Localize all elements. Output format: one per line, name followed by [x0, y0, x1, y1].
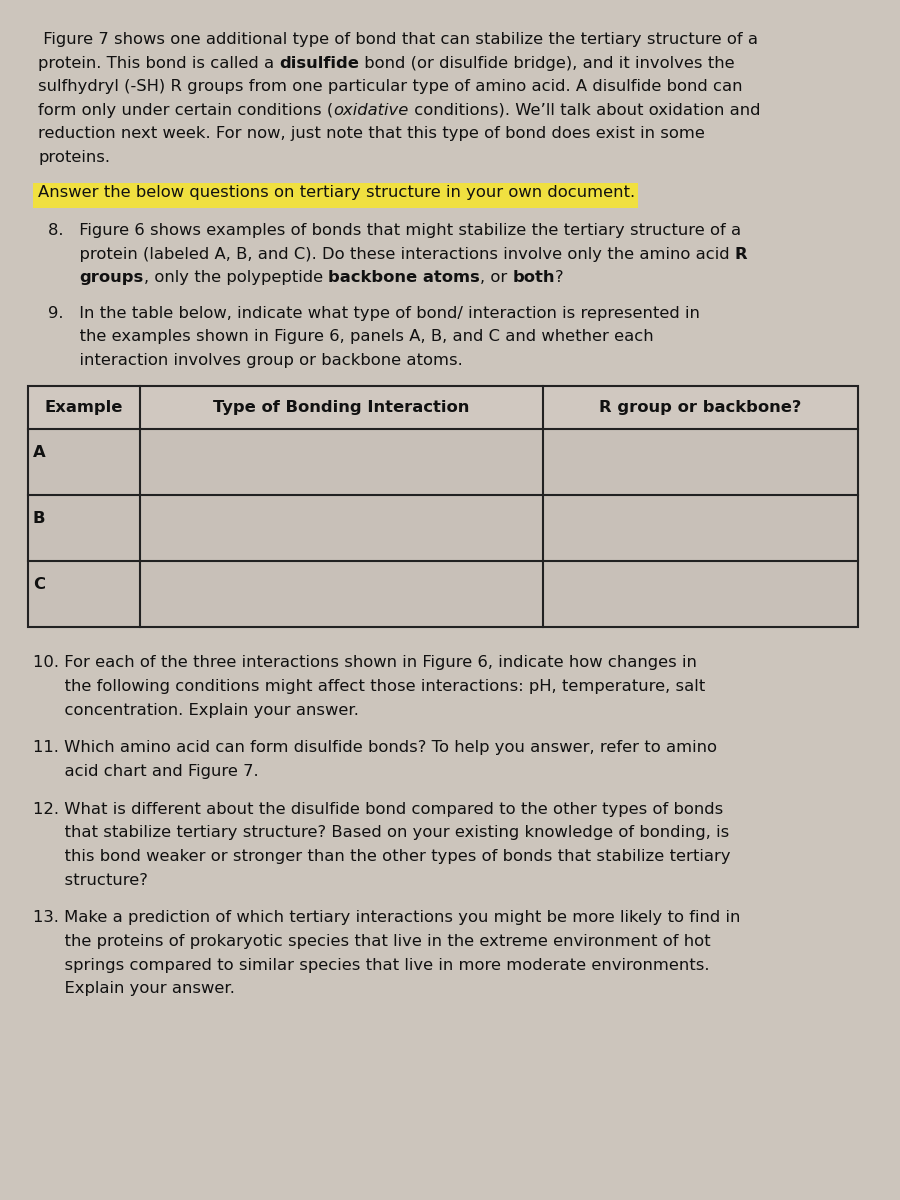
Text: Type of Bonding Interaction: Type of Bonding Interaction: [213, 400, 470, 415]
Text: interaction involves group or backbone atoms.: interaction involves group or backbone a…: [48, 353, 463, 368]
Text: the proteins of prokaryotic species that live in the extreme environment of hot: the proteins of prokaryotic species that…: [33, 934, 711, 949]
Text: that stabilize tertiary structure? Based on your existing knowledge of bonding, : that stabilize tertiary structure? Based…: [33, 826, 729, 840]
Text: acid chart and Figure 7.: acid chart and Figure 7.: [33, 764, 258, 779]
Text: Answer the below questions on tertiary structure in your own document.: Answer the below questions on tertiary s…: [38, 186, 635, 200]
Text: sulfhydryl (-SH) R groups from one particular type of amino acid. A disulfide bo: sulfhydryl (-SH) R groups from one parti…: [38, 79, 742, 95]
Text: 8.   Figure 6 shows examples of bonds that might stabilize the tertiary structur: 8. Figure 6 shows examples of bonds that…: [48, 223, 741, 239]
Text: R: R: [735, 247, 748, 262]
Bar: [28, 386, 858, 428]
Text: , only the polypeptide: , only the polypeptide: [144, 270, 328, 286]
Text: protein. This bond is called a: protein. This bond is called a: [38, 55, 279, 71]
Text: form only under certain conditions (: form only under certain conditions (: [38, 103, 333, 118]
Text: 9.   In the table below, indicate what type of bond/ interaction is represented : 9. In the table below, indicate what typ…: [48, 306, 700, 320]
Text: structure?: structure?: [33, 872, 148, 888]
Text: conditions). We’ll talk about oxidation and: conditions). We’ll talk about oxidation …: [409, 103, 760, 118]
Text: both: both: [512, 270, 555, 286]
Text: A: A: [33, 445, 46, 460]
Text: the examples shown in Figure 6, panels A, B, and C and whether each: the examples shown in Figure 6, panels A…: [48, 330, 653, 344]
Text: Example: Example: [45, 400, 123, 415]
Text: 11. Which amino acid can form disulfide bonds? To help you answer, refer to amin: 11. Which amino acid can form disulfide …: [33, 740, 717, 755]
Text: , or: , or: [480, 270, 512, 286]
Bar: [33, 184, 637, 208]
Text: Figure 7 shows one additional type of bond that can stabilize the tertiary struc: Figure 7 shows one additional type of bo…: [38, 32, 758, 47]
Text: 13. Make a prediction of which tertiary interactions you might be more likely to: 13. Make a prediction of which tertiary …: [33, 911, 741, 925]
Text: disulfide: disulfide: [279, 55, 359, 71]
Text: this bond weaker or stronger than the other types of bonds that stabilize tertia: this bond weaker or stronger than the ot…: [33, 848, 731, 864]
Text: Explain your answer.: Explain your answer.: [33, 982, 235, 996]
Text: 12. What is different about the disulfide bond compared to the other types of bo: 12. What is different about the disulfid…: [33, 802, 724, 817]
Text: protein (labeled A, B, and C). Do these interactions involve only the amino acid: protein (labeled A, B, and C). Do these …: [48, 247, 735, 262]
Text: ?: ?: [555, 270, 563, 286]
Text: C: C: [33, 577, 45, 593]
Text: reduction next week. For now, just note that this type of bond does exist in som: reduction next week. For now, just note …: [38, 126, 705, 142]
Text: B: B: [33, 511, 46, 527]
Text: the following conditions might affect those interactions: pH, temperature, salt: the following conditions might affect th…: [33, 679, 706, 694]
Text: springs compared to similar species that live in more moderate environments.: springs compared to similar species that…: [33, 958, 709, 972]
Bar: [28, 386, 858, 626]
Text: oxidative: oxidative: [333, 103, 409, 118]
Text: R group or backbone?: R group or backbone?: [599, 400, 802, 415]
Bar: [28, 386, 858, 626]
Text: bond (or disulfide bridge), and it involves the: bond (or disulfide bridge), and it invol…: [359, 55, 735, 71]
Text: backbone atoms: backbone atoms: [328, 270, 480, 286]
Text: 10. For each of the three interactions shown in Figure 6, indicate how changes i: 10. For each of the three interactions s…: [33, 655, 697, 671]
Text: groups: groups: [79, 270, 144, 286]
Text: concentration. Explain your answer.: concentration. Explain your answer.: [33, 702, 359, 718]
Text: proteins.: proteins.: [38, 150, 110, 166]
